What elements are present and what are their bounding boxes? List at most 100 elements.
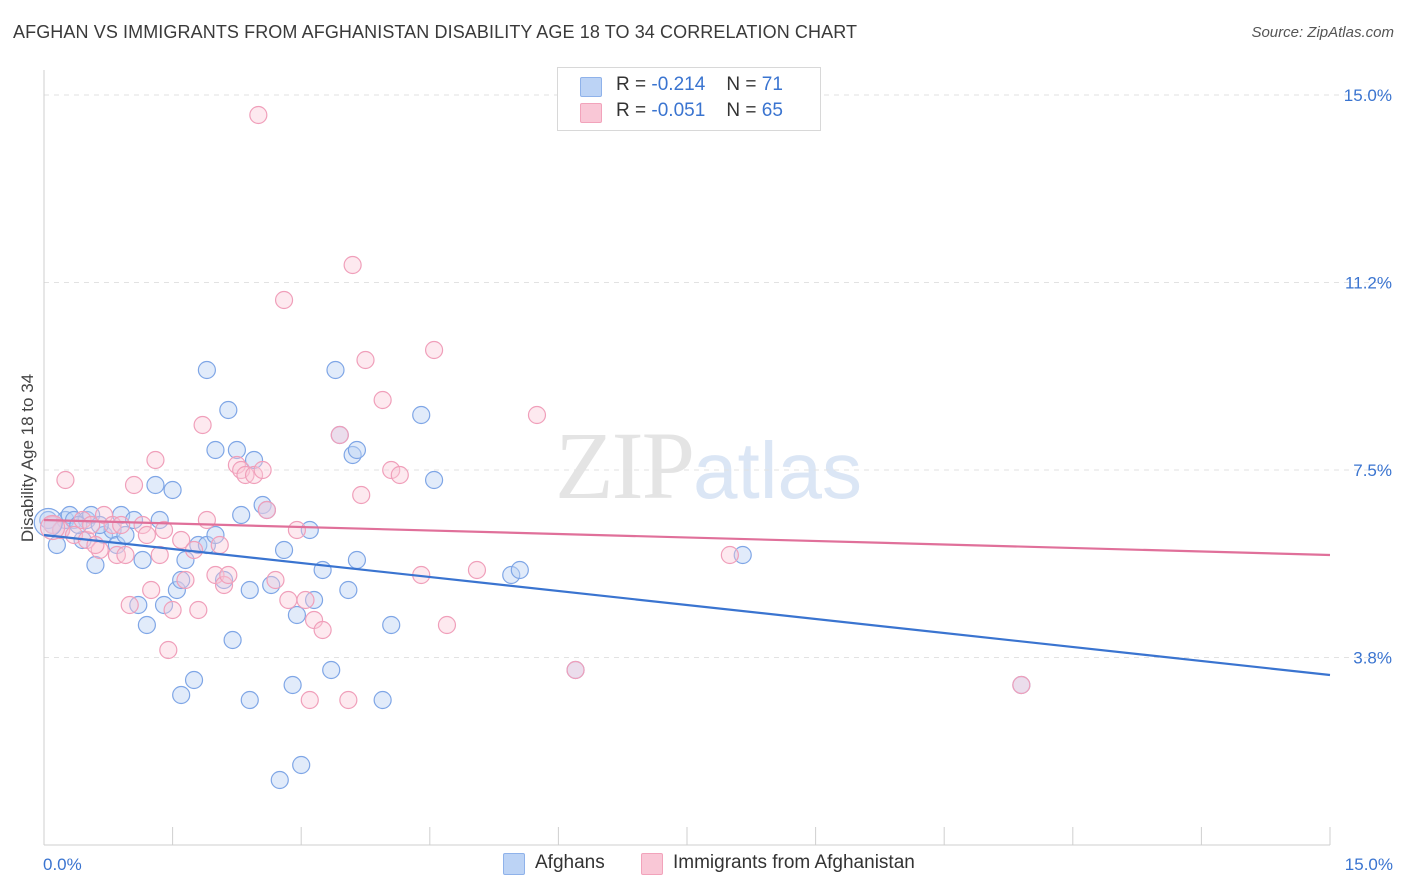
immigrants-point — [214, 575, 234, 595]
afghans-point — [502, 565, 521, 585]
afghans-point — [137, 615, 156, 635]
x-tick-label: 15.0% — [1345, 855, 1393, 874]
afghans-point — [733, 545, 752, 565]
legend-swatch-blue — [503, 853, 525, 875]
afghans-point — [326, 360, 345, 380]
afghans-point — [287, 605, 307, 625]
immigrants-point — [373, 390, 392, 410]
afghans-point — [347, 550, 367, 570]
legend-swatch-pink — [641, 853, 663, 875]
afghans-point — [347, 440, 367, 460]
afghans-point — [240, 690, 259, 710]
afghans-point — [292, 755, 311, 775]
afghans-point — [322, 660, 341, 680]
afghans-point — [270, 770, 289, 790]
immigrants-point — [124, 475, 144, 495]
legend-swatch-pink — [580, 103, 602, 123]
legend-r-label: R = — [616, 74, 647, 95]
immigrants-point — [424, 340, 444, 360]
immigrants-point — [39, 514, 66, 541]
legend-swatch-blue — [580, 77, 602, 97]
y-tick-label: 11.2% — [1345, 274, 1392, 293]
immigrants-point — [382, 460, 401, 480]
immigrants-point — [154, 520, 174, 540]
afghans-point — [86, 555, 105, 575]
series-legend-label: Afghans — [535, 852, 605, 873]
legend-r-value: -0.214 — [651, 74, 706, 95]
legend-text-afghans: R = -0.214 N = 71 — [616, 74, 783, 96]
immigrants-point — [437, 615, 457, 635]
y-tick-label: 15.0% — [1344, 86, 1392, 105]
immigrants-point — [197, 510, 216, 530]
watermark: ZIPatlas — [555, 410, 862, 521]
afghans-point — [240, 580, 259, 600]
immigrants-point — [300, 690, 319, 710]
afghans-trend-line — [43, 533, 1331, 677]
immigrants-point — [253, 460, 272, 480]
afghans-point — [197, 360, 216, 380]
immigrants-point — [356, 350, 375, 370]
series-legend-label: Immigrants from Afghanistan — [673, 852, 915, 873]
immigrants-point — [244, 465, 264, 485]
afghans-point — [274, 540, 294, 560]
source-credit: Source: ZipAtlas.com — [1251, 24, 1394, 41]
immigrants-point — [210, 535, 229, 555]
immigrants-point — [159, 640, 178, 660]
afghans-point — [206, 525, 225, 545]
y-tick-label: 3.8% — [1353, 649, 1392, 668]
afghans-point — [206, 440, 225, 460]
immigrants-point — [137, 525, 156, 545]
legend-r-value: -0.051 — [651, 100, 706, 121]
immigrants-point — [219, 565, 238, 585]
immigrants-trend-line — [43, 518, 1331, 557]
afghans-point — [373, 690, 392, 710]
afghans-point — [227, 440, 246, 460]
immigrants-point — [313, 620, 332, 640]
immigrants-point — [352, 485, 371, 505]
afghans-point — [146, 475, 165, 495]
legend-n-label: N = — [726, 100, 757, 121]
immigrants-point — [467, 560, 487, 580]
immigrants-point — [142, 580, 161, 600]
stats-legend: R = -0.214 N = 71 R = -0.051 N = 65 — [557, 67, 821, 131]
afghans-point — [154, 595, 174, 615]
immigrants-point — [133, 515, 152, 535]
afghans-point — [339, 580, 358, 600]
afghans-point — [382, 615, 401, 635]
immigrants-point — [56, 470, 75, 490]
legend-n-value: 71 — [761, 74, 783, 95]
afghans-point — [300, 520, 319, 540]
legend-text-immigrants: R = -0.051 N = 65 — [616, 100, 783, 122]
watermark-zip: ZIP — [555, 412, 695, 519]
immigrants-point — [566, 660, 585, 680]
afghans-point — [163, 480, 182, 500]
afghans-point — [133, 550, 152, 570]
afghans-point — [412, 405, 431, 425]
immigrants-point — [279, 590, 298, 610]
legend-n-label: N = — [726, 74, 757, 95]
immigrants-point — [193, 415, 212, 435]
immigrants-point — [266, 570, 285, 590]
immigrants-point — [176, 570, 195, 590]
immigrants-point — [1012, 675, 1031, 695]
afghans-point — [223, 630, 242, 650]
immigrants-point — [274, 290, 294, 310]
immigrants-point — [116, 545, 135, 565]
immigrants-point — [390, 465, 409, 485]
chart-title: AFGHAN VS IMMIGRANTS FROM AFGHANISTAN DI… — [13, 22, 858, 42]
immigrants-point — [163, 600, 182, 620]
immigrants-point — [172, 530, 191, 550]
immigrants-point — [257, 500, 277, 520]
immigrants-point — [249, 105, 268, 125]
immigrants-point — [720, 545, 739, 565]
immigrants-point — [527, 405, 547, 425]
legend-r-label: R = — [616, 100, 647, 121]
y-axis-label: Disability Age 18 to 34 — [18, 373, 37, 543]
immigrants-point — [339, 690, 358, 710]
afghans-point — [283, 675, 302, 695]
immigrants-point — [146, 450, 165, 470]
afghans-point — [510, 560, 529, 580]
afghans-point — [172, 570, 191, 590]
afghans-point — [424, 470, 444, 490]
x-tick-label: 0.0% — [43, 855, 82, 874]
